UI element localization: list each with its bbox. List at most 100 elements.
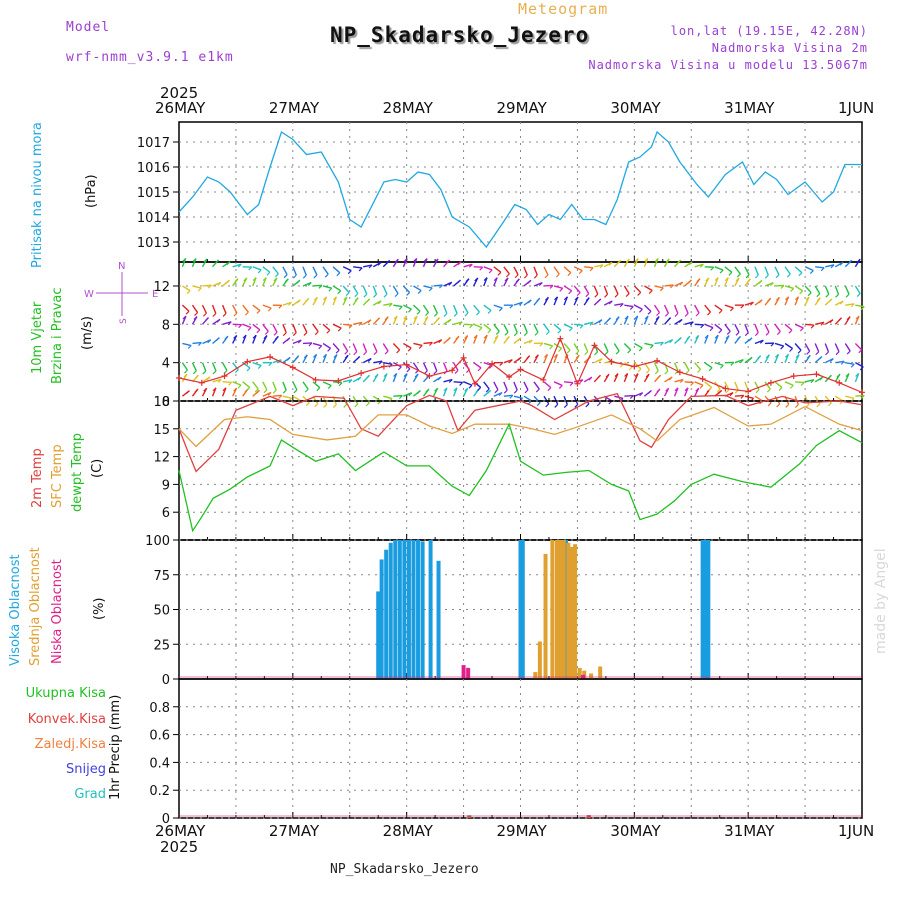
wind-arrow (673, 304, 679, 314)
series-line (178, 392, 863, 473)
wind-arrow (754, 266, 759, 276)
wind-arrow (302, 266, 307, 276)
wind-arrow (634, 304, 643, 310)
wind-arrow (503, 381, 508, 391)
bar (702, 540, 707, 679)
bar (416, 540, 421, 679)
bar (420, 541, 425, 679)
wind-arrow (493, 304, 503, 309)
top-date-label: 28MAY (382, 99, 433, 117)
wind-arrow (624, 304, 634, 308)
wind-arrow (784, 323, 793, 331)
wind-arrow (704, 323, 714, 329)
bar (706, 540, 711, 679)
wind-arrow (684, 362, 690, 371)
wind-arrow (432, 304, 439, 314)
bar (466, 667, 471, 679)
wind-arrow (564, 381, 574, 384)
y-tick-label: 0.2 (149, 784, 170, 799)
bar (700, 540, 705, 679)
wind-arrow (422, 304, 430, 313)
wind-arrow (262, 381, 268, 391)
wind-arrow (724, 304, 734, 309)
y-tick-label: 75 (153, 569, 170, 584)
wind-arrow (533, 395, 541, 404)
wind-arrow (453, 321, 463, 325)
wind-arrow (262, 323, 269, 332)
wind-arrow (412, 362, 420, 371)
wind-arrow (523, 324, 528, 333)
wind-arrow (724, 266, 733, 273)
wind-arrow (764, 381, 771, 390)
wind-arrow (332, 285, 342, 292)
bar (554, 540, 559, 679)
wind-arrow (442, 304, 448, 314)
panel-2: 6 9 12 15 18 (153, 392, 863, 541)
wind-arrow (583, 343, 589, 353)
wind-arrow (372, 343, 378, 352)
wind-arrow (181, 362, 189, 371)
wind-arrow (795, 381, 805, 384)
plot-type-label: Meteogram (518, 0, 609, 18)
wind-arrow (663, 362, 669, 372)
wind-arrow (835, 360, 845, 364)
wind-arrow (332, 266, 341, 274)
wind-arrow (282, 266, 288, 276)
y-tick-label: 100 (145, 534, 170, 549)
wind-arrow (201, 362, 207, 372)
compass-e: E (152, 289, 158, 300)
wind-arrow (383, 395, 393, 400)
bar (402, 540, 407, 679)
wind-arrow (433, 284, 443, 287)
wind-arrow (272, 266, 279, 275)
series-line (178, 130, 862, 249)
bar (566, 542, 571, 679)
wind-arrow (623, 285, 630, 294)
wind-arrow (262, 266, 271, 273)
wind-arrow (252, 266, 262, 271)
wind-arrow (815, 321, 825, 325)
wind-arrow (855, 394, 865, 397)
wind-arrow (714, 323, 723, 331)
wind-arrow (814, 343, 820, 353)
wind-arrow (603, 285, 609, 295)
wind-arrow (242, 323, 252, 329)
y-tick-label: 1016 (137, 161, 170, 176)
wind-arrow (694, 323, 704, 326)
wind-arrow (674, 378, 684, 383)
wind-arrow (282, 324, 287, 333)
wind-arrow (362, 395, 370, 404)
wind-arrow (754, 339, 764, 345)
wind-arrow (342, 266, 352, 272)
panel-1: 0 4 8 12 (153, 257, 865, 410)
wind-arrow (352, 395, 359, 405)
wind-arrow (684, 381, 694, 384)
bar (520, 540, 525, 679)
wind-arrow (834, 285, 840, 295)
wind-arrow (805, 323, 815, 326)
y-tick-label: 0 (162, 395, 170, 410)
wind-arrow (212, 378, 222, 383)
panel-4: 0 0.2 0.4 0.6 0.8 (149, 678, 863, 827)
wind-arrow (744, 301, 754, 306)
wind-arrow (403, 342, 412, 349)
wind-arrow (784, 381, 794, 387)
wind-arrow (332, 343, 340, 351)
wind-arrow (232, 263, 242, 268)
wind-arrow (272, 359, 282, 364)
wind-arrow (252, 323, 261, 331)
wind-arrow (855, 362, 864, 368)
wind-arrow (533, 381, 540, 390)
wind-arrow (302, 342, 312, 345)
wind-arrow (182, 285, 191, 292)
bar (376, 591, 381, 679)
wind-arrow (744, 324, 749, 333)
wind-arrow (483, 323, 492, 331)
wind-arrow (553, 285, 563, 289)
wind-arrow (543, 323, 550, 333)
wind-arrow (322, 323, 331, 331)
wind-arrow (222, 321, 232, 325)
wind-arrow (252, 304, 261, 312)
wind-arrow (221, 304, 227, 314)
wind-arrow (392, 285, 399, 294)
